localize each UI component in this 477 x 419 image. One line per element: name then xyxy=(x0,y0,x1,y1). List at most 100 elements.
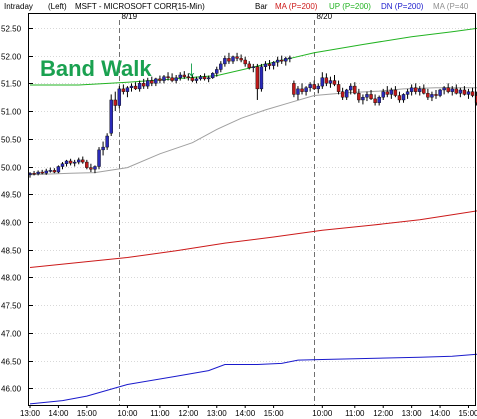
candle xyxy=(389,87,394,99)
candle-body xyxy=(426,93,430,98)
candle-body xyxy=(349,85,353,91)
candle xyxy=(117,86,122,109)
candle-body xyxy=(210,73,215,78)
date-label: 8/19 xyxy=(122,12,138,21)
dn-band-line xyxy=(29,353,477,405)
candle-body xyxy=(166,76,170,78)
candle-body xyxy=(312,84,316,90)
candles xyxy=(28,52,477,178)
candle-body xyxy=(389,89,394,95)
candle xyxy=(178,72,182,81)
candle-body xyxy=(150,80,154,84)
candle xyxy=(133,82,138,90)
candle xyxy=(422,84,426,95)
candle-body xyxy=(418,88,422,92)
candle-body xyxy=(215,69,219,74)
candle-body xyxy=(324,77,329,84)
candle xyxy=(450,86,454,96)
down-arrow-icon: ↓ xyxy=(186,56,197,81)
header-chart-style: Bar xyxy=(255,2,268,11)
candle xyxy=(304,86,308,96)
candle-body xyxy=(89,167,93,170)
x-axis: 13:00 14:00 15:00 10:00 11:00 12:00 13:00 14:00… xyxy=(20,405,477,418)
y-tick-label: 47.50 xyxy=(1,302,22,311)
candle-body xyxy=(182,74,186,77)
candle-body xyxy=(105,135,109,148)
header-interval: Intraday xyxy=(4,2,33,11)
x-tick-label: 15:00 xyxy=(458,409,477,418)
candle xyxy=(328,76,333,88)
candle-body xyxy=(194,78,199,81)
candle-body xyxy=(401,94,406,101)
candle xyxy=(312,80,316,90)
candle-body xyxy=(231,56,235,62)
candle xyxy=(182,71,186,79)
candle xyxy=(267,60,272,70)
y-tick-label: 48.50 xyxy=(1,247,22,256)
candle-body xyxy=(36,171,40,174)
candle xyxy=(154,77,158,87)
candle-body xyxy=(178,74,182,78)
candle-body xyxy=(133,85,138,90)
candle-body xyxy=(81,159,85,163)
y-tick-label: 48.00 xyxy=(1,274,22,283)
candle-body xyxy=(466,91,471,95)
candle-body xyxy=(162,76,166,81)
candle xyxy=(97,147,101,170)
candle xyxy=(146,77,150,89)
candle xyxy=(158,75,162,84)
candle xyxy=(377,95,381,106)
y-tick-label: 46.50 xyxy=(1,358,22,367)
candle-body xyxy=(320,77,325,87)
y-tick-label: 46.00 xyxy=(1,385,22,394)
candle xyxy=(77,157,81,165)
candle xyxy=(458,87,463,98)
candle xyxy=(52,168,57,174)
candle xyxy=(259,63,264,92)
header-symbol: MSFT - MICROSOFT CORP xyxy=(75,2,177,11)
candle-body xyxy=(40,171,44,174)
candle xyxy=(162,75,166,84)
candle-body xyxy=(44,170,48,174)
candle xyxy=(466,88,471,99)
candle-body xyxy=(174,77,178,81)
candle-body xyxy=(377,96,381,103)
candle xyxy=(64,159,69,167)
candle-body xyxy=(223,58,227,65)
candle xyxy=(397,91,402,103)
candle xyxy=(113,91,117,112)
plot-frame xyxy=(28,13,476,406)
candle xyxy=(40,169,44,175)
candle xyxy=(36,170,40,176)
candle xyxy=(60,162,65,170)
candle xyxy=(426,88,430,100)
candle-body xyxy=(442,87,446,91)
candle xyxy=(89,163,93,173)
candle-body xyxy=(454,88,458,94)
candle xyxy=(239,54,243,63)
y-tick-label: 52.50 xyxy=(1,25,22,34)
candle xyxy=(194,76,199,84)
legend-dn-band: DN (P=200) xyxy=(381,2,424,11)
candle-body xyxy=(288,57,292,60)
candle xyxy=(186,73,191,81)
band-walk-annotation: Band Walk ↓ xyxy=(40,56,197,81)
candle xyxy=(202,73,207,81)
candle xyxy=(434,89,438,99)
candle xyxy=(251,63,256,73)
candle-body xyxy=(308,84,312,88)
up-band-line xyxy=(30,27,477,86)
candle xyxy=(215,66,219,77)
candle-body xyxy=(56,166,61,173)
candle xyxy=(414,83,418,95)
candle xyxy=(438,88,442,98)
candle-body xyxy=(340,91,345,98)
candle-body xyxy=(414,87,418,92)
candle-body xyxy=(369,94,373,100)
candle xyxy=(365,91,369,102)
candle-body xyxy=(430,94,434,98)
candle-body xyxy=(121,88,126,92)
candle xyxy=(101,141,105,156)
candle-body xyxy=(243,59,247,65)
candle-body xyxy=(284,58,288,62)
